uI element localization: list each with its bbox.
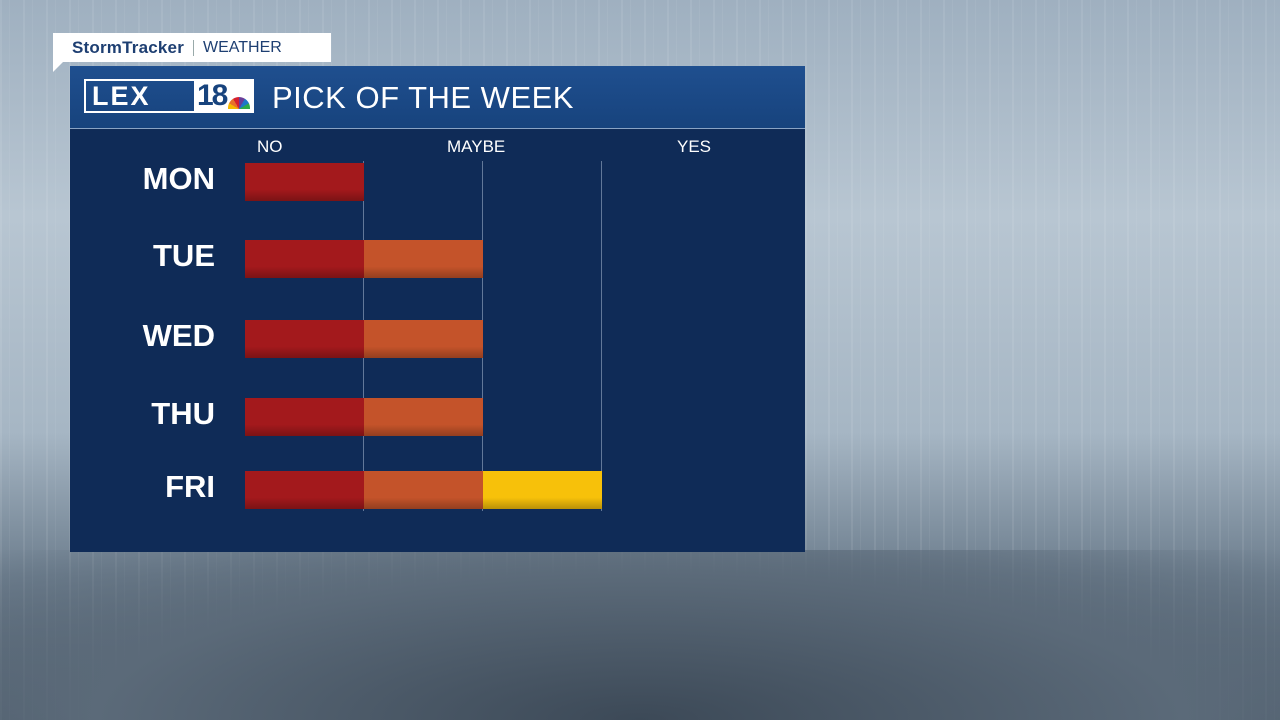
divider	[193, 39, 195, 56]
bar-segment-no	[245, 398, 364, 436]
chart-title: PICK OF THE WEEK	[272, 80, 574, 115]
bar-mon	[245, 163, 364, 201]
stormtracker-label: StormTracker	[72, 37, 185, 57]
bar-segment-no	[245, 163, 364, 201]
label-maybe: MAYBE	[447, 137, 506, 156]
panel-header: LEX 18 PICK OF THE WEEK	[70, 66, 805, 129]
label-no: NO	[257, 137, 283, 156]
bar-thu	[245, 398, 483, 436]
bar-wed	[245, 320, 483, 358]
bar-segment-maybe	[364, 240, 483, 278]
peacock-icon	[228, 97, 250, 109]
bar-segment-maybe	[364, 398, 483, 436]
day-label-wed: WED	[142, 318, 215, 353]
wet-ground	[0, 550, 1280, 720]
day-label-tue: TUE	[153, 238, 215, 273]
day-label-thu: THU	[151, 396, 215, 431]
bar-segment-maybe	[364, 471, 483, 509]
day-label-fri: FRI	[165, 469, 215, 504]
bar-segment-no	[245, 320, 364, 358]
chart-panel: LEX 18 PICK OF THE WEEK NO MAYBE YES MON…	[70, 66, 805, 552]
bar-tue	[245, 240, 483, 278]
bar-segment-no	[245, 240, 364, 278]
bar-segment-no	[245, 471, 364, 509]
bar-segment-yes	[483, 471, 602, 509]
gridline	[601, 161, 602, 511]
bar-segment-maybe	[364, 320, 483, 358]
label-yes: YES	[677, 137, 712, 156]
day-label-mon: MON	[142, 161, 215, 196]
weather-label: WEATHER	[203, 38, 282, 56]
bar-fri	[245, 471, 602, 509]
lex18-logo: LEX 18	[84, 79, 254, 113]
stormtracker-tag: StormTracker WEATHER	[53, 33, 331, 72]
